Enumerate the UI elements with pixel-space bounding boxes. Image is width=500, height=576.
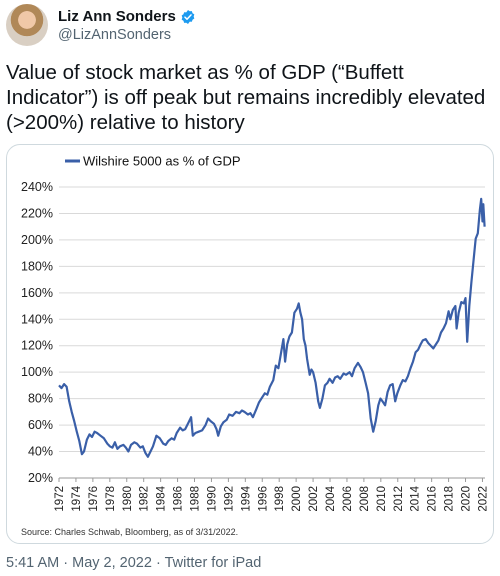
x-tick-label: 1996 (257, 486, 269, 512)
tweet-media-chart[interactable]: 20% 40% 60% 80% 100% 120% 140% 160% 180% 200% 220%… (6, 144, 494, 544)
tweet-time[interactable]: 5:41 AM (6, 555, 60, 571)
y-tick-label: 140% (21, 312, 53, 326)
x-tick-label: 2006 (342, 486, 354, 512)
x-tick-label: 2004 (325, 485, 337, 511)
x-tick-label: 2000 (291, 486, 303, 512)
x-tick-label: 1974 (71, 485, 83, 511)
y-tick-label: 40% (28, 445, 53, 459)
tweet-date[interactable]: May 2, 2022 (72, 555, 152, 571)
tweet-meta: 5:41 AM · May 2, 2022 · Twitter for iPad (6, 555, 261, 571)
y-tick-label: 180% (21, 259, 53, 273)
y-tick-label: 160% (21, 286, 53, 300)
legend-label: Wilshire 5000 as % of GDP (83, 154, 241, 169)
author-display-name[interactable]: Liz Ann Sonders (58, 8, 176, 25)
x-tick-label: 2020 (461, 486, 473, 512)
meta-separator: · (155, 555, 161, 571)
y-tick-label: 80% (28, 392, 53, 406)
x-tick-label: 2010 (376, 486, 388, 512)
series-line (58, 197, 486, 458)
y-tick-label: 20% (28, 471, 53, 485)
y-tick-label: 100% (21, 365, 53, 379)
x-tick-label: 1986 (173, 486, 185, 512)
avatar[interactable] (6, 4, 48, 46)
tweet-text: Value of stock market as % of GDP (“Buff… (6, 61, 486, 134)
y-tick-label: 200% (21, 233, 53, 247)
y-tick-label: 60% (28, 418, 53, 432)
x-tick-label: 1990 (206, 486, 218, 512)
chart-source-note: Source: Charles Schwab, Bloomberg, as of… (21, 527, 238, 537)
x-tick-label: 2002 (308, 486, 320, 512)
author-name-row: Liz Ann Sonders (58, 8, 196, 25)
tweet-source[interactable]: Twitter for iPad (164, 555, 262, 571)
x-tick-label: 2012 (393, 486, 405, 512)
line-chart: 20% 40% 60% 80% 100% 120% 140% 160% 180% 200% 220%… (21, 154, 489, 538)
x-tick-label: 1982 (139, 486, 151, 512)
x-tick-label: 2014 (410, 485, 422, 511)
x-tick-label: 2008 (359, 486, 371, 512)
x-tick-label: 1998 (274, 486, 286, 512)
x-tick-label: 2018 (444, 486, 456, 512)
x-tick-label: 1984 (156, 485, 168, 511)
verified-badge-icon (181, 9, 195, 24)
x-tick-label: 2022 (477, 486, 489, 512)
x-tick-label: 1992 (223, 486, 235, 512)
y-tick-label: 220% (21, 206, 53, 220)
x-tick-label: 2016 (427, 486, 439, 512)
x-tick-label: 1980 (122, 486, 134, 512)
tweet-header: Liz Ann Sonders @LizAnnSonders (6, 4, 494, 48)
y-tick-label: 120% (21, 339, 53, 353)
y-tick-label: 240% (21, 180, 53, 194)
meta-separator: · (63, 555, 69, 571)
x-tick-label: 1994 (240, 485, 252, 511)
x-tick-label: 1976 (88, 486, 100, 512)
x-tick-label: 1972 (54, 486, 66, 512)
x-tick-label: 1978 (105, 486, 117, 512)
x-tick-label: 1988 (190, 486, 202, 512)
author-handle[interactable]: @LizAnnSonders (58, 27, 172, 43)
